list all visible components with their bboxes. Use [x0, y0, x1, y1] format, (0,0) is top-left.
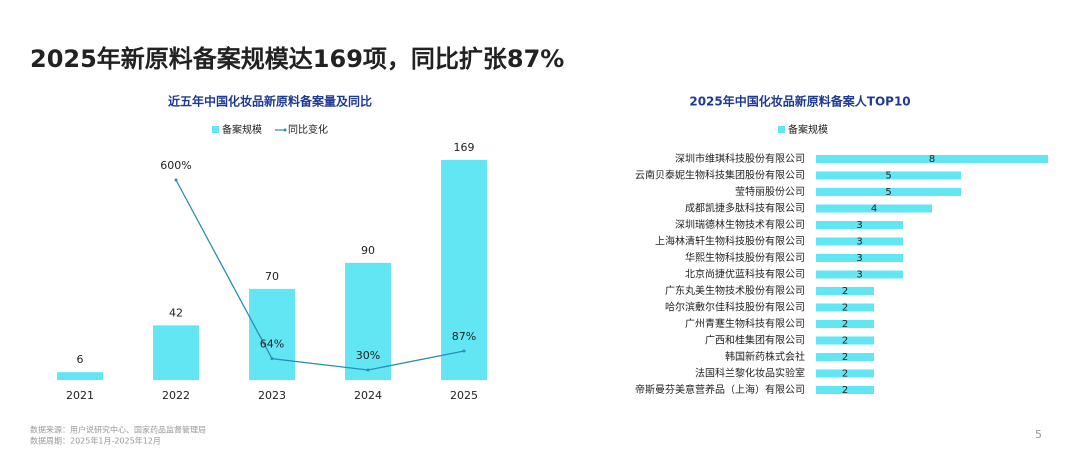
footnote: 数据来源：用户说研究中心、国家药品监督管理局 — [30, 425, 206, 435]
y-tick-label: 哈尔滨敷尔佳科技股份有限公司 — [665, 301, 805, 314]
bar — [816, 155, 1048, 163]
x-tick-label: 2022 — [162, 389, 190, 402]
data-label: 2 — [842, 336, 848, 347]
y-tick-label: 法国科兰黎化妆品实验室 — [695, 367, 805, 380]
y-tick-label: 深圳瑞德林生物技术有限公司 — [675, 218, 805, 231]
bar — [816, 303, 874, 312]
bar — [345, 262, 391, 380]
data-label: 5 — [885, 187, 891, 198]
y-tick-label: 华熙生物科技股份有限公司 — [685, 251, 805, 264]
y-tick-label: 上海林清轩生物科技股份有限公司 — [655, 235, 805, 248]
data-label: 8 — [929, 154, 935, 165]
line — [175, 179, 465, 371]
legend-swatch — [778, 126, 785, 133]
bar — [57, 372, 103, 380]
bar — [816, 188, 961, 196]
y-tick-label: 广州青蹇生物科技有限公司 — [685, 317, 805, 330]
bar — [816, 320, 874, 328]
data-label: 42 — [169, 306, 183, 319]
y-tick-label: 韩国新药株式会社 — [725, 350, 805, 363]
bar — [816, 287, 874, 295]
legend-label: 备案规模 — [788, 123, 828, 136]
x-tick-label: 2021 — [66, 389, 94, 402]
chart-title: 近五年中国化妆品新原料备案量及同比 — [168, 94, 372, 109]
data-label: 3 — [856, 237, 862, 248]
y-tick-label: 帝斯曼芬美意营养品（上海）有限公司 — [635, 383, 805, 396]
bar — [816, 386, 874, 394]
y-tick-label: 深圳市维琪科技股份有限公司 — [675, 152, 805, 165]
data-label: 90 — [361, 244, 375, 257]
bar — [816, 270, 903, 279]
bar — [153, 325, 199, 380]
bar — [816, 353, 874, 361]
data-label: 87% — [452, 330, 476, 343]
y-tick-label: 莹特丽股份公司 — [735, 186, 805, 198]
y-tick-label: 广东丸美生物技术股份有限公司 — [665, 284, 805, 297]
bar — [816, 171, 961, 180]
bar — [816, 254, 903, 262]
data-label: 2 — [842, 303, 848, 314]
page-number: 5 — [1035, 428, 1042, 441]
x-tick-label: 2025 — [450, 389, 478, 402]
y-tick-label: 成都凯捷多肽科技有限公司 — [685, 202, 805, 215]
bar — [816, 336, 874, 345]
data-label: 2 — [842, 319, 848, 330]
data-label: 2 — [842, 385, 848, 396]
data-label: 4 — [871, 204, 877, 215]
footnote: 数据周期：2025年1月-2025年12月 — [30, 436, 161, 446]
legend-label: 同比变化 — [288, 123, 328, 136]
bar — [816, 221, 903, 229]
data-label: 70 — [265, 270, 279, 283]
legend-swatch — [212, 126, 219, 133]
y-tick-label: 广西和桂集团有限公司 — [705, 334, 805, 347]
data-label: 3 — [856, 270, 862, 281]
legend-label: 备案规模 — [222, 123, 262, 136]
chart-title: 2025年中国化妆品新原料备案人TOP10 — [689, 94, 910, 109]
bar — [441, 160, 487, 380]
y-tick-label: 北京尚捷优蓝科技有限公司 — [685, 268, 805, 281]
data-label: 2 — [842, 352, 848, 363]
bar — [816, 369, 874, 378]
data-label: 64% — [260, 338, 284, 351]
data-label: 6 — [77, 353, 84, 366]
line-point — [462, 349, 466, 353]
data-label: 3 — [856, 253, 862, 264]
bar — [816, 204, 932, 213]
slide-title: 2025年新原料备案规模达169项，同比扩张87% — [30, 45, 564, 73]
line-point — [174, 178, 178, 182]
x-tick-label: 2023 — [258, 389, 286, 402]
line-point — [366, 368, 370, 372]
data-label: 3 — [856, 220, 862, 231]
line-point — [270, 357, 274, 361]
bar — [816, 237, 903, 246]
data-label: 5 — [885, 171, 891, 182]
y-tick-label: 云南贝泰妮生物科技集团股份有限公司 — [635, 169, 805, 182]
data-label: 30% — [356, 349, 380, 362]
x-tick-label: 2024 — [354, 389, 382, 402]
bar — [249, 288, 295, 380]
data-label: 2 — [842, 369, 848, 380]
legend-dot — [283, 128, 287, 132]
data-label: 600% — [160, 159, 191, 172]
data-label: 169 — [454, 141, 475, 154]
data-label: 2 — [842, 286, 848, 297]
